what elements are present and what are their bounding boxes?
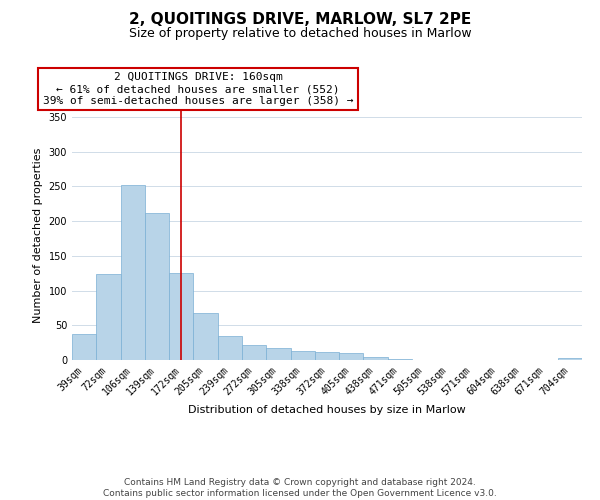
Y-axis label: Number of detached properties: Number of detached properties <box>33 148 43 322</box>
Bar <box>290 351 315 360</box>
Bar <box>72 334 96 360</box>
Bar <box>218 336 242 360</box>
Text: 2, QUOITINGS DRIVE, MARLOW, SL7 2PE: 2, QUOITINGS DRIVE, MARLOW, SL7 2PE <box>129 12 471 28</box>
Bar <box>242 346 266 360</box>
Bar <box>558 358 582 360</box>
Text: 2 QUOITINGS DRIVE: 160sqm
← 61% of detached houses are smaller (552)
39% of semi: 2 QUOITINGS DRIVE: 160sqm ← 61% of detac… <box>43 72 353 106</box>
Bar <box>96 274 121 360</box>
Text: Size of property relative to detached houses in Marlow: Size of property relative to detached ho… <box>128 28 472 40</box>
Bar <box>145 214 169 360</box>
Bar <box>315 352 339 360</box>
Bar <box>193 313 218 360</box>
Bar <box>121 185 145 360</box>
X-axis label: Distribution of detached houses by size in Marlow: Distribution of detached houses by size … <box>188 405 466 415</box>
Bar <box>339 353 364 360</box>
Bar <box>266 348 290 360</box>
Bar <box>388 358 412 360</box>
Bar <box>364 356 388 360</box>
Bar <box>169 273 193 360</box>
Text: Contains HM Land Registry data © Crown copyright and database right 2024.
Contai: Contains HM Land Registry data © Crown c… <box>103 478 497 498</box>
